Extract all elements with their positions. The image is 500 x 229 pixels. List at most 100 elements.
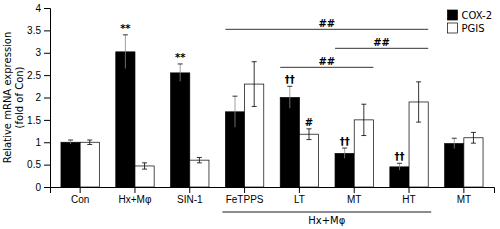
y-tick-label: 1.5 <box>27 115 41 126</box>
annotation: †† <box>340 136 350 147</box>
y-tick-label: 2.5 <box>27 70 41 81</box>
x-tick: MT <box>457 187 471 205</box>
error-bar-cap <box>197 157 202 158</box>
x-tick-label: LT <box>294 194 305 205</box>
error-bar-cap <box>123 68 128 69</box>
y-tick: 0.5 <box>27 159 50 170</box>
error-bar-cap <box>397 163 402 164</box>
error-bar-stem <box>418 82 419 122</box>
x-tick-label: Hx+Mφ <box>119 194 152 205</box>
plot: 00.511.522.533.54ConHx+MφSIN-1FeTPPSLTMT… <box>2 3 495 226</box>
error-bar-cap <box>68 144 73 145</box>
error-bar-cap <box>87 140 92 141</box>
bar <box>280 98 299 188</box>
y-tick-mark <box>44 98 50 99</box>
y-tick-mark <box>44 142 50 143</box>
x-tick-mark <box>244 187 245 193</box>
error-bar-cap <box>178 81 183 82</box>
x-tick-label: FeTPPS <box>226 194 264 205</box>
error-bar-stem <box>125 35 126 69</box>
y-tick: 2.5 <box>27 70 50 81</box>
x-tick: Hx+Mφ <box>119 187 152 205</box>
y-tick-mark <box>44 75 50 76</box>
y-tick-mark <box>44 165 50 166</box>
bar <box>464 138 483 187</box>
y-axis-line <box>44 9 51 188</box>
bar <box>445 144 464 187</box>
x-tick-mark <box>409 187 410 193</box>
x-tick: FeTPPS <box>226 187 264 205</box>
y-tick-mark <box>44 120 50 121</box>
annotation: †† <box>285 74 295 85</box>
error-bar-stem <box>180 64 181 82</box>
x-tick-label: HT <box>402 194 415 205</box>
y-tick: 0 <box>35 182 50 193</box>
bracket: ## <box>335 37 428 48</box>
error-bar-cap <box>361 104 366 105</box>
y-axis-title: Relative mRNA expression(fold of Con) <box>2 32 25 164</box>
error-bar-cap <box>123 34 128 35</box>
error-bar <box>178 64 183 82</box>
error-bar <box>471 132 476 143</box>
error-bar-cap <box>361 135 366 136</box>
series <box>80 62 483 187</box>
group-bracket-line <box>222 212 431 213</box>
y-axis-title-line: Relative mRNA expression <box>2 32 13 164</box>
x-tick-label: MT <box>347 194 361 205</box>
annotations: ****††††††#######Hx+Mφ <box>120 18 431 226</box>
group-bracket: Hx+Mφ <box>222 212 431 226</box>
bracket-label: ## <box>318 56 335 67</box>
error-bar-cap <box>252 106 257 107</box>
error-bar-cap <box>68 140 73 141</box>
error-bar <box>287 86 292 108</box>
x-tick: HT <box>402 187 415 205</box>
bar <box>335 153 354 187</box>
error-bar-cap <box>233 127 238 128</box>
error-bar-stem <box>254 62 255 107</box>
series <box>61 35 464 187</box>
error-bar-stem <box>199 157 200 162</box>
bar <box>61 142 80 187</box>
error-bar-cap <box>452 148 457 149</box>
error-bar <box>252 62 257 107</box>
x-tick-mark <box>463 187 464 193</box>
legend: COX-2 PGIS <box>447 10 492 34</box>
legend-label: PGIS <box>461 23 484 34</box>
error-bar-stem <box>363 104 364 135</box>
error-bar-cap <box>397 170 402 171</box>
y-tick: 1 <box>35 137 50 148</box>
y-tick-label: 2 <box>35 92 41 103</box>
bar <box>299 134 318 187</box>
x-tick: Con <box>71 187 89 205</box>
y-tick-mark <box>44 30 50 31</box>
chart-svg: 00.511.522.533.54ConHx+MφSIN-1FeTPPSLTMT… <box>0 0 500 229</box>
error-bar-stem <box>309 129 310 140</box>
x-tick: LT <box>294 187 305 205</box>
y-tick: 4 <box>35 3 50 14</box>
annotation: ** <box>175 52 186 63</box>
y-tick-label: 1 <box>35 137 41 148</box>
x-tick-label: MT <box>457 194 471 205</box>
error-bar <box>397 163 402 170</box>
legend-item: COX-2 <box>447 10 492 21</box>
y-tick-label: 3.5 <box>27 25 41 36</box>
error-bar-stem <box>399 163 400 170</box>
y-axis: 00.511.522.533.54 <box>27 3 50 193</box>
y-tick: 2 <box>35 92 50 103</box>
error-bar-cap <box>471 143 476 144</box>
error-bar-cap <box>287 108 292 109</box>
error-bar-cap <box>307 128 312 129</box>
group-bracket-label: Hx+Mφ <box>308 215 345 226</box>
error-bar <box>142 163 147 169</box>
error-bar-cap <box>233 96 238 97</box>
x-tick-mark <box>134 187 135 193</box>
x-axis: ConHx+MφSIN-1FeTPPSLTMTHTMT <box>51 187 495 205</box>
error-bar-stem <box>144 163 145 169</box>
error-bar-cap <box>142 162 147 163</box>
legend-item: PGIS <box>447 23 484 34</box>
legend-swatch <box>447 10 457 20</box>
y-tick-label: 4 <box>35 3 41 14</box>
error-bar <box>87 140 92 144</box>
bar <box>116 52 135 187</box>
error-bar <box>307 129 312 140</box>
